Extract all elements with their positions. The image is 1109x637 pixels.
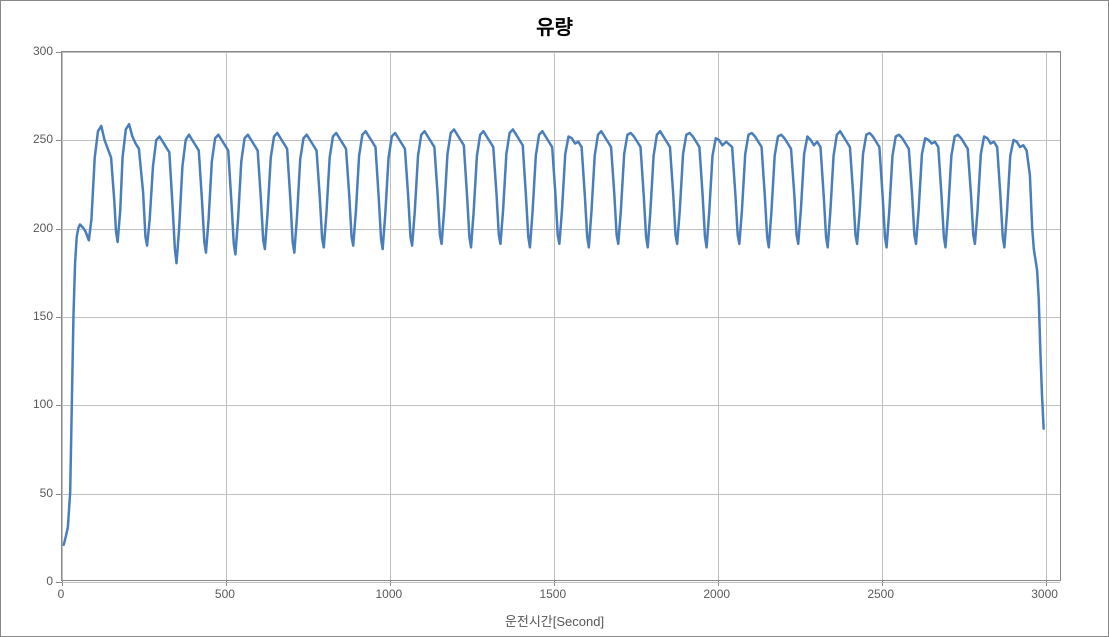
x-axis-label: 운전시간[Second] (1, 611, 1108, 630)
tick-h (56, 582, 62, 583)
x-tick-label: 0 (58, 587, 65, 601)
tick-v (554, 580, 555, 586)
x-tick-label: 3000 (1031, 587, 1058, 601)
y-tick-label: 0 (13, 574, 53, 588)
tick-v (882, 580, 883, 586)
y-tick-label: 250 (13, 132, 53, 146)
data-line (64, 124, 1044, 545)
x-tick-label: 500 (215, 587, 235, 601)
x-tick-label: 1000 (376, 587, 403, 601)
tick-v (718, 580, 719, 586)
plot-area (61, 51, 1061, 581)
tick-v (226, 580, 227, 586)
x-tick-label: 1500 (539, 587, 566, 601)
tick-v (62, 580, 63, 586)
chart-container: 유량 0 50 100 150 200 250 300 0 500 1000 1500 2000 25… (0, 0, 1109, 637)
x-tick-label: 2000 (703, 587, 730, 601)
y-tick-label: 150 (13, 309, 53, 323)
gridline-h (62, 582, 1060, 583)
y-tick-label: 300 (13, 44, 53, 58)
line-series (62, 52, 1060, 580)
chart-title: 유량 (1, 11, 1108, 40)
y-tick-label: 100 (13, 397, 53, 411)
x-tick-label: 2500 (867, 587, 894, 601)
tick-v (390, 580, 391, 586)
y-tick-label: 200 (13, 221, 53, 235)
y-tick-label: 50 (13, 486, 53, 500)
tick-v (1046, 580, 1047, 586)
